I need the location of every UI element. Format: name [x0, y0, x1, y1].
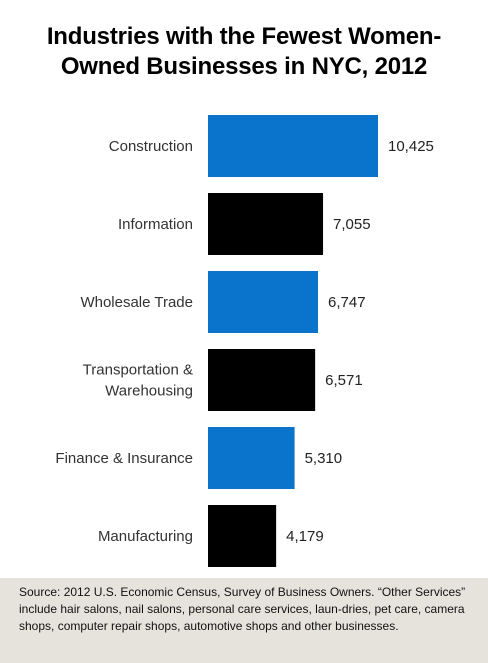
- category-label-information: Information: [118, 216, 193, 233]
- value-label-construction: 10,425: [388, 138, 434, 155]
- chart-title: Industries with the Fewest Women- Owned …: [0, 22, 488, 82]
- chart-title-line-1: Industries with the Fewest Women-: [46, 23, 442, 50]
- value-label-transportation-and-warehousing: 6,571: [325, 372, 363, 389]
- source-note: Source: 2012 U.S. Economic Census, Surve…: [19, 585, 466, 633]
- category-label-manufacturing: Manufacturing: [98, 528, 193, 545]
- bar-chart: 10,425 Construction 7,055 Information 6,747 W…: [55, 115, 434, 567]
- bar-manufacturing: [208, 505, 277, 567]
- chart-area: Industries with the Fewest Women- Owned …: [0, 22, 488, 567]
- category-label-finance-and-insurance: Finance & Insurance: [55, 450, 193, 467]
- bar-wholesale-trade: [208, 271, 319, 333]
- category-label-transportation-and-warehousing: Transportation & Warehousing: [83, 362, 193, 400]
- value-label-wholesale-trade: 6,747: [328, 294, 366, 311]
- category-label-construction: Construction: [109, 138, 193, 155]
- value-label-finance-and-insurance: 5,310: [305, 450, 343, 467]
- value-label-information: 7,055: [333, 216, 371, 233]
- source-note-box: Source: 2012 U.S. Economic Census, Surve…: [0, 578, 488, 663]
- chart-title-line-2: Owned Businesses in NYC, 2012: [60, 53, 428, 80]
- bar-information: [208, 193, 324, 255]
- value-label-manufacturing: 4,179: [286, 528, 324, 545]
- category-label-wholesale-trade: Wholesale Trade: [80, 294, 193, 311]
- bar-finance-and-insurance: [208, 427, 295, 489]
- bar-construction: [208, 115, 378, 177]
- bar-transportation-and-warehousing: [208, 349, 316, 411]
